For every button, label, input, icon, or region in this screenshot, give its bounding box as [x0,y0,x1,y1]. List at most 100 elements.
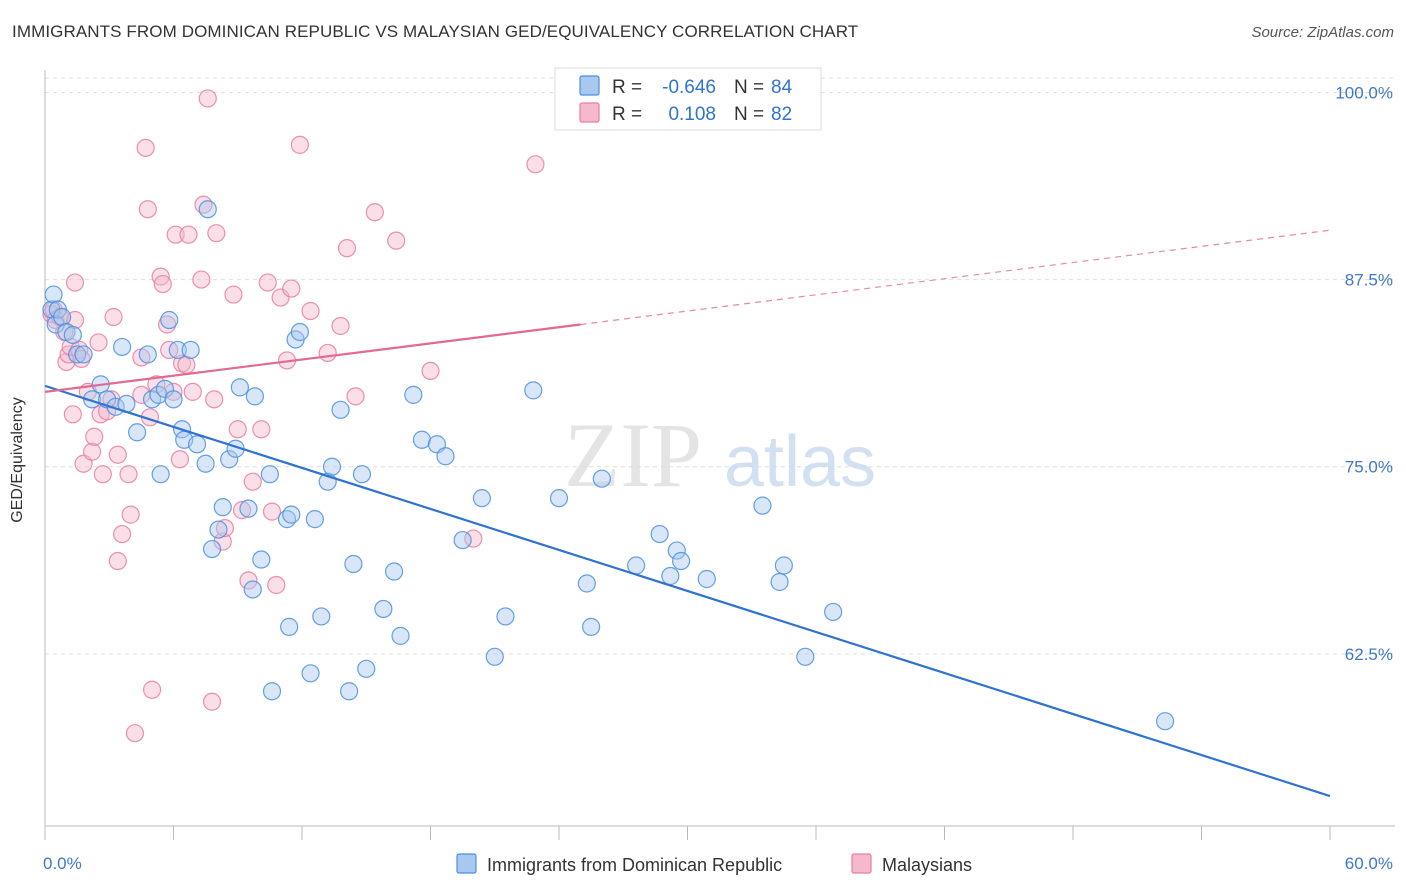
dominican-republic-point [496,607,515,626]
dominican-republic-point [472,489,491,508]
dominican-republic-point [331,400,350,419]
malaysians-point [346,387,365,406]
dominican-republic-point [168,340,187,360]
dominican-republic-point [202,539,222,559]
x-tick-label: 0.0% [43,854,82,873]
dominican-republic-point [404,385,423,404]
dominican-republic-point [582,617,601,636]
malaysians-point [57,352,76,372]
malaysians-point [121,505,140,524]
malaysians-point [83,442,102,461]
malaysians-point [108,445,127,464]
legend-swatch-pink [579,102,600,123]
trend-lines [44,229,1331,798]
dominican-republic-point [374,599,393,619]
malaysians-point [153,274,172,294]
source-label: Source: ZipAtlas.com [1251,24,1394,41]
malaysians-point [239,571,258,590]
x-tick-label: 60.0% [1345,854,1393,873]
tick-labels: 100.0% 87.5% 75.0% 62.5% 0.0% 60.0% [43,83,1393,873]
dominican-republic-point [220,450,239,469]
dominican-republic-point [626,556,646,575]
dominican-republic-point [412,430,432,449]
legend-n-value-blue: 84 [771,77,793,98]
y-tick-label: 87.5% [1345,271,1393,290]
legend-n-value-pink: 82 [771,104,792,125]
dominican-republic-point [44,285,63,304]
legend-bottom-label-pink: Malaysians [882,855,972,875]
malaysians-point [177,355,196,375]
dominican-republic-point [280,617,299,636]
dominican-republic-point [485,647,504,666]
dominican-republic-point [42,300,61,319]
malaysians-point [301,301,320,321]
dominican-republic-point [262,682,282,701]
y-tick-label: 75.0% [1345,458,1393,477]
malaysians-point [112,524,132,544]
dominican-republic-point [667,541,686,560]
dominican-republic-point [753,496,772,515]
dominican-republic-point [524,381,543,400]
dominican-republic-point [352,465,372,484]
malaysians-point [290,135,309,154]
malaysians-point [125,724,145,743]
dominican-republic-point [245,387,264,406]
dominican-republic-point [453,530,472,550]
malaysians-point [136,138,155,157]
dominican-republic-point [260,465,279,484]
dominican-republic-point [46,315,65,334]
dominican-republic-point [592,469,611,488]
y-tick-label: 62.5% [1345,645,1393,664]
dominican-republic-point [282,505,301,524]
malaysians-point [213,532,232,551]
dominican-republic-point [357,659,376,678]
malaysians-point [262,502,282,521]
watermark-zip: ZIP [564,404,702,506]
malaysians-point [232,501,252,520]
watermark-atlas: atlas [724,422,876,502]
malaysians-point [243,472,262,491]
legend-bottom-swatch-pink [851,853,872,874]
trend-line-malaysians [44,323,581,393]
chart-title: IMMIGRANTS FROM DOMINICAN REPUBLIC VS MA… [12,22,859,41]
dominican-republic-point [53,307,72,327]
dominican-republic-point [239,499,258,518]
malaysians-point [170,450,190,469]
malaysians-point [207,224,226,243]
malaysians-point [252,420,271,439]
dominican-republic-point [344,554,363,574]
legend-r-value-blue: -0.646 [662,77,716,98]
malaysians-point [387,231,406,250]
dominican-republic-point [384,562,404,581]
dominican-republic-point [312,607,331,626]
series-dominican-republic [42,200,1175,731]
malaysians-point [192,270,211,289]
malaysians-point [318,343,337,363]
dominican-republic-point [181,340,200,360]
dominican-republic-point [770,572,789,592]
dominican-republic-point [196,454,215,473]
legend-swatch-blue [579,75,600,96]
dominican-republic-point [252,550,271,569]
malaysians-point [104,307,123,327]
malaysians-point [258,273,277,292]
malaysians-point [63,405,82,424]
malaysians-point [119,465,138,484]
malaysians-point [179,225,198,244]
legend-top: R = -0.646 N = 84 R = 0.108 N = 82 [554,67,822,131]
axes [44,70,1395,840]
dominican-republic-point [68,345,87,364]
malaysians-point [365,203,384,222]
dominican-republic-point [243,580,262,599]
dominican-republic-point [290,322,309,342]
malaysians-point [89,333,108,352]
malaysians-point [267,575,286,595]
series-malaysians [42,89,545,743]
malaysians-point [526,155,545,174]
trend-line-dominican-republic [44,384,1331,798]
malaysians-point [337,239,357,258]
malaysians-point [282,279,301,298]
dominican-republic-point [671,551,691,571]
malaysians-point [421,361,440,381]
